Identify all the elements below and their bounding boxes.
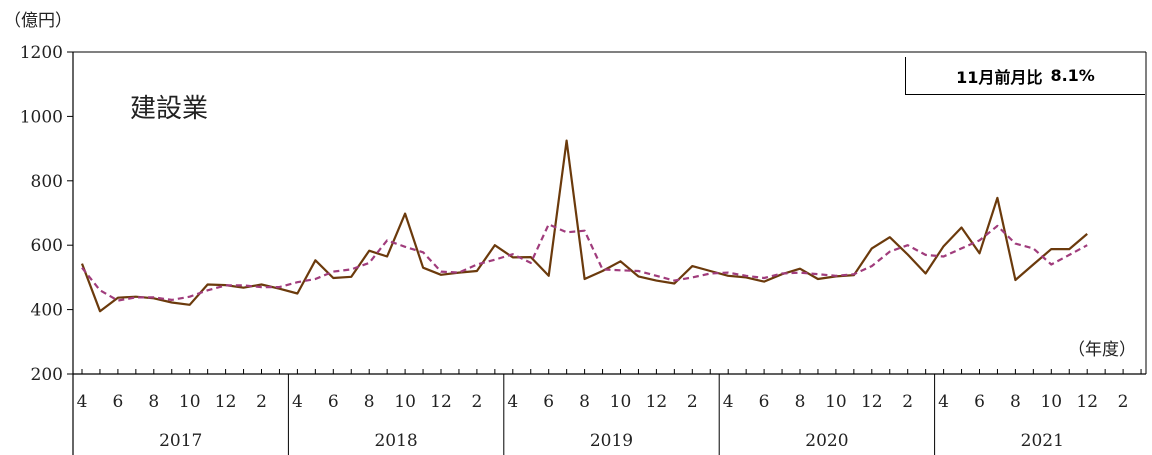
chart-title: 建設業 — [130, 94, 209, 124]
y-tick-label: 1200 — [20, 43, 63, 63]
y-tick-label: 600 — [31, 236, 63, 256]
x-month-label: 8 — [148, 392, 159, 412]
x-month-label: 12 — [215, 392, 237, 412]
x-month-label: 12 — [861, 392, 883, 412]
x-year-label: 2021 — [1021, 431, 1064, 451]
x-month-label: 6 — [328, 392, 339, 412]
x-axis-unit-label: （年度） — [1068, 340, 1136, 360]
x-month-label: 2 — [471, 392, 482, 412]
x-month-label: 6 — [543, 392, 554, 412]
x-month-label: 4 — [938, 392, 949, 412]
x-month-label: 4 — [77, 392, 88, 412]
x-month-label: 2 — [687, 392, 698, 412]
x-month-label: 8 — [364, 392, 375, 412]
y-axis-unit-label: （億円） — [4, 11, 72, 31]
x-month-label: 8 — [795, 392, 806, 412]
y-tick-label: 800 — [31, 172, 63, 192]
annotation-box: 11月前月比 8.1% — [905, 57, 1145, 95]
x-month-label: 10 — [825, 392, 847, 412]
x-month-label: 4 — [292, 392, 303, 412]
x-month-label: 10 — [1040, 392, 1062, 412]
actual-series-line — [80, 139, 1088, 313]
x-month-label: 2 — [902, 392, 913, 412]
x-month-label: 6 — [974, 392, 985, 412]
x-month-label: 12 — [1076, 392, 1098, 412]
x-month-label: 2 — [1118, 392, 1129, 412]
x-year-label: 2018 — [374, 431, 417, 451]
y-tick-label: 1000 — [20, 107, 63, 127]
x-year-label: 2017 — [159, 431, 202, 451]
x-month-label: 6 — [112, 392, 123, 412]
x-month-label: 12 — [430, 392, 452, 412]
x-year-label: 2020 — [805, 431, 848, 451]
x-month-label: 6 — [759, 392, 770, 412]
y-tick-label: 200 — [31, 365, 63, 385]
x-month-label: 8 — [579, 392, 590, 412]
x-month-label: 12 — [646, 392, 668, 412]
x-month-label: 4 — [723, 392, 734, 412]
x-month-label: 4 — [507, 392, 518, 412]
y-tick-label: 400 — [31, 301, 63, 321]
annotation-value: 8.1% — [1050, 66, 1095, 85]
trend-series-line — [81, 223, 1088, 302]
x-month-label: 8 — [1010, 392, 1021, 412]
annotation-label: 11月前月比 — [956, 67, 1043, 87]
x-year-label: 2019 — [590, 431, 633, 451]
x-month-label: 10 — [179, 392, 201, 412]
x-month-label: 10 — [394, 392, 416, 412]
x-month-label: 10 — [610, 392, 632, 412]
x-month-label: 2 — [256, 392, 267, 412]
